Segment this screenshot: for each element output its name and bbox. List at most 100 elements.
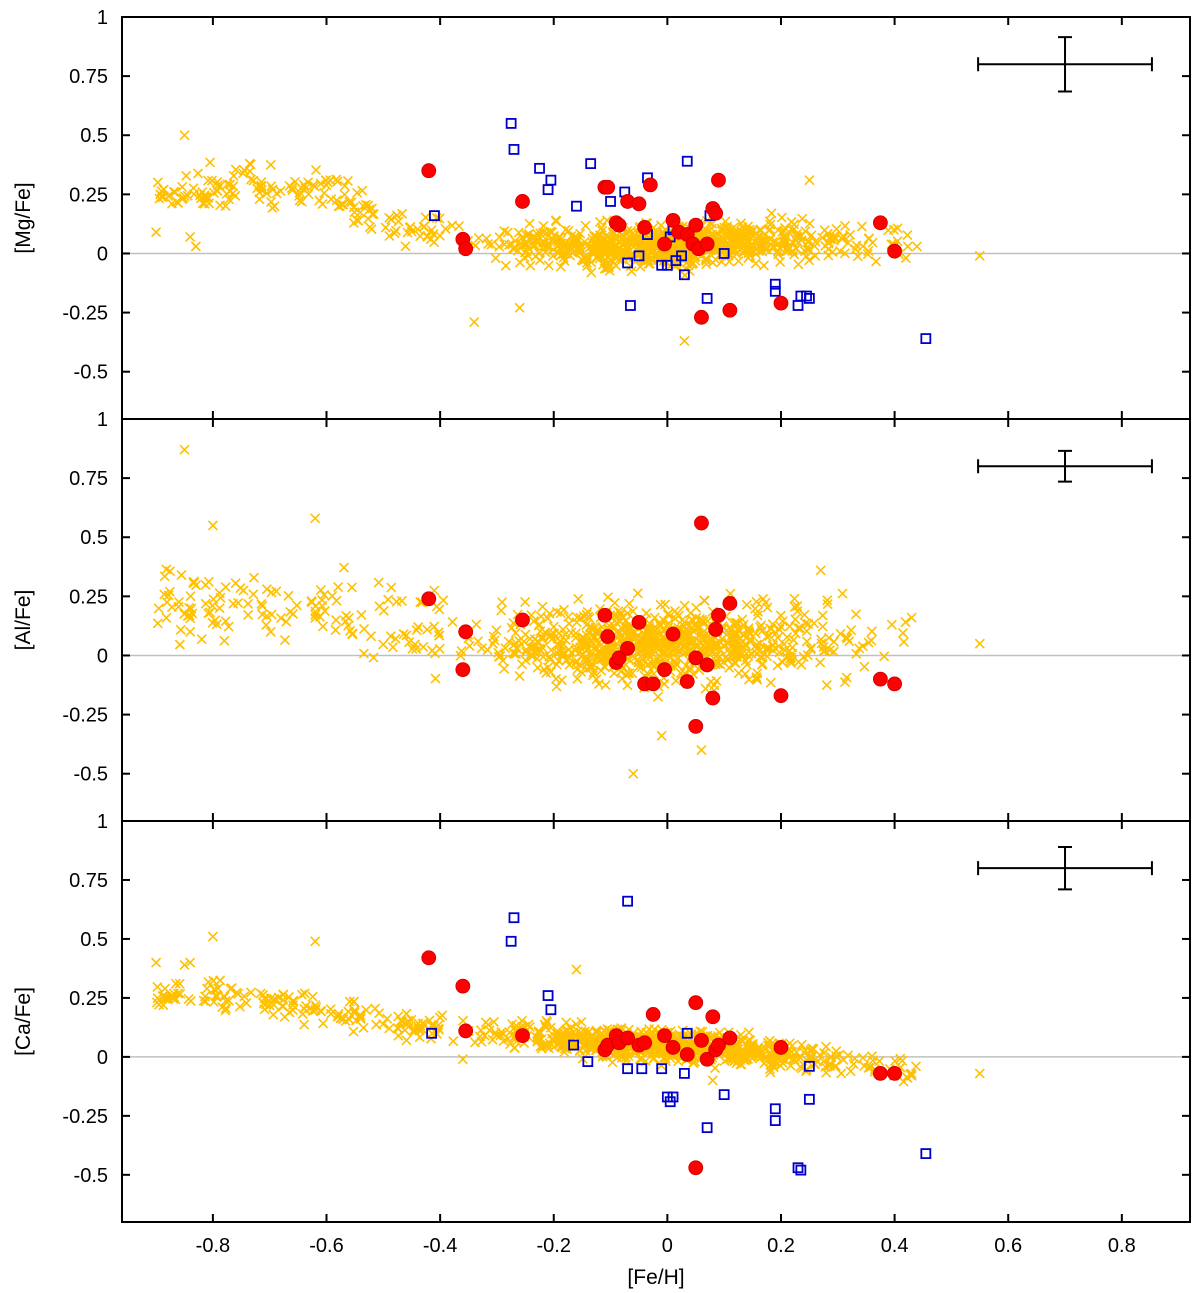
x-tick-label: -0.6 — [309, 1235, 343, 1257]
circle-series — [421, 515, 902, 734]
cross-point — [495, 1030, 506, 1041]
cross-point — [358, 648, 369, 659]
cross-point — [564, 238, 575, 249]
cross-point — [532, 662, 543, 673]
cross-point — [385, 631, 396, 642]
cross-point — [212, 180, 223, 191]
cross-point — [192, 168, 204, 179]
cross-point — [278, 989, 289, 1000]
cross-point — [415, 1020, 426, 1031]
cross-point — [590, 622, 601, 633]
cross-point — [863, 1062, 874, 1073]
circle-point — [773, 688, 789, 704]
cross-point — [284, 180, 295, 192]
square-point — [679, 1067, 690, 1079]
circle-series — [421, 950, 902, 1176]
cross-point — [418, 641, 429, 652]
cross-point — [315, 584, 326, 596]
cross-point — [242, 598, 254, 609]
cross-point — [633, 661, 644, 672]
square-point — [701, 292, 713, 304]
cross-point — [508, 647, 519, 658]
circle-point — [657, 236, 672, 252]
cross-point — [823, 1060, 834, 1071]
cross-point — [535, 611, 547, 622]
cross-point — [212, 983, 224, 994]
circle-point — [611, 650, 627, 666]
x-tick-label: 0.4 — [881, 1235, 909, 1257]
cross-point — [866, 626, 877, 637]
cross-point — [228, 181, 239, 192]
cross-point — [842, 1050, 854, 1061]
cross-point — [401, 1035, 412, 1046]
cross-point — [765, 677, 776, 688]
cross-point — [345, 625, 356, 636]
square-point — [605, 196, 616, 207]
cross-point — [427, 645, 438, 656]
cross-point — [254, 194, 265, 205]
cross-point — [806, 1043, 818, 1054]
cross-point — [757, 658, 768, 669]
cross-point — [151, 957, 162, 968]
cross-point — [603, 239, 615, 251]
cross-point — [571, 1019, 582, 1030]
cross-point — [700, 253, 712, 264]
cross-point — [359, 623, 370, 634]
cross-point — [620, 615, 632, 626]
cross-point — [650, 639, 661, 650]
cross-point — [380, 222, 391, 233]
circle-point — [872, 671, 888, 687]
cross-point — [447, 220, 458, 231]
cross-point — [185, 613, 196, 624]
y-tick-label: -0.5 — [74, 1165, 108, 1187]
cross-point — [493, 647, 504, 658]
circle-point — [699, 657, 715, 673]
panel-frame — [121, 820, 1191, 1223]
cross-point — [685, 608, 696, 619]
cross-point — [184, 602, 195, 613]
cross-point — [570, 657, 582, 669]
cross-point — [210, 615, 221, 626]
cross-point — [580, 220, 591, 231]
y-tick-label: 0 — [97, 645, 108, 667]
cross-point — [756, 620, 767, 631]
cross-point — [243, 609, 254, 621]
cross-point — [473, 232, 484, 244]
cross-point — [543, 260, 554, 271]
cross-point — [564, 659, 575, 670]
square-point — [656, 1063, 668, 1075]
y-tick-label: 0.75 — [69, 870, 108, 892]
cross-point — [837, 588, 848, 599]
cross-point — [563, 611, 574, 623]
cross-point — [425, 234, 436, 245]
cross-point — [796, 1039, 807, 1050]
cross-point — [766, 208, 777, 219]
cross-point — [537, 642, 548, 653]
cross-point — [175, 988, 186, 999]
cross-point — [563, 225, 574, 237]
circle-point — [722, 302, 738, 318]
cross-point — [673, 610, 685, 621]
cross-point — [846, 625, 857, 636]
cross-point — [857, 1052, 869, 1063]
cross-point — [457, 1054, 468, 1065]
cross-point — [801, 636, 812, 647]
cross-point — [196, 634, 207, 645]
cross-point — [152, 993, 163, 1004]
square-point — [676, 250, 687, 262]
cross-point — [306, 597, 317, 608]
y-tick-label: -0.25 — [62, 303, 108, 325]
cross-point — [632, 588, 643, 599]
cross-point — [601, 263, 612, 274]
y-tick-label: 0.25 — [69, 586, 108, 608]
cross-point — [277, 1001, 288, 1012]
cross-point — [752, 610, 763, 621]
cross-point — [771, 240, 783, 251]
cross-point — [764, 216, 775, 227]
cross-point — [309, 181, 320, 192]
cross-point — [591, 238, 602, 249]
circle-point — [631, 196, 647, 212]
square-point — [568, 1039, 580, 1051]
cross-point — [779, 234, 791, 245]
square-point — [792, 300, 804, 311]
